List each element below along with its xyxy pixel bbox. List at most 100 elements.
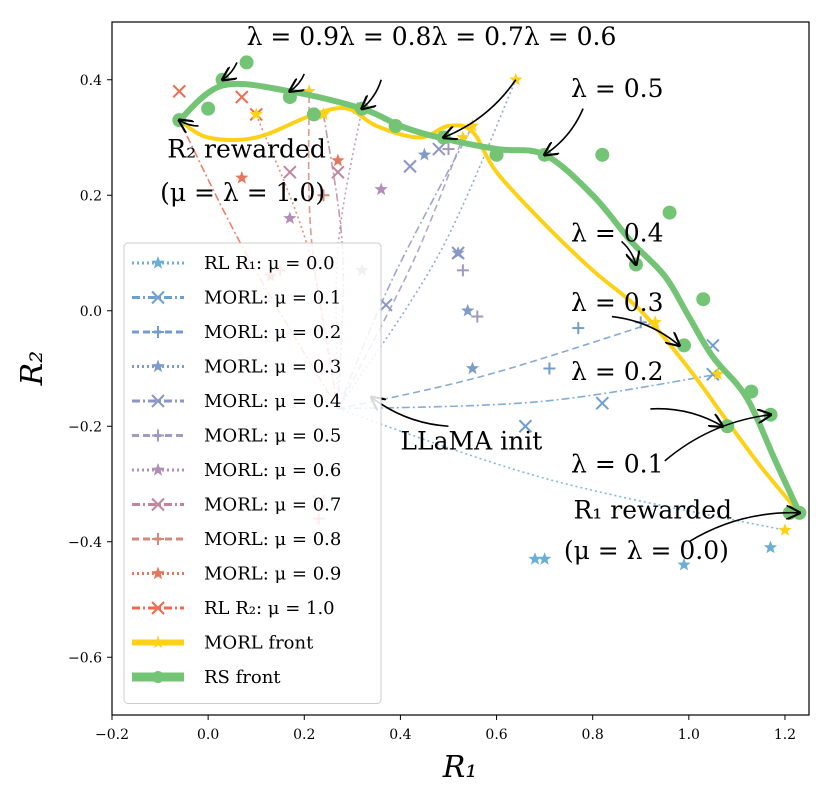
x-tick-label: 0.4 [389, 727, 411, 743]
rs-front-point [388, 118, 403, 133]
series-7-point [283, 165, 297, 179]
annotation-text: (μ = λ = 0.0) [564, 536, 729, 565]
legend-swatch-marker [151, 497, 165, 512]
series-9-point [235, 170, 249, 184]
series-10-point [172, 84, 187, 99]
rs-front-point [744, 384, 759, 399]
x-tick-label: 0.2 [293, 727, 315, 743]
annotation-text: R₁ rewarded [573, 496, 732, 525]
annotation-text: λ = 0.9λ = 0.8λ = 0.7λ = 0.6 [247, 22, 617, 51]
y-tick-label: −0.6 [68, 650, 102, 666]
legend-label: RL R₁: μ = 0.0 [204, 253, 335, 274]
y-tick-label: 0.0 [80, 304, 102, 320]
series-5-point [471, 310, 484, 323]
series-7-point-stroke-b [331, 165, 345, 179]
legend-entry: MORL: μ = 0.7 [132, 495, 341, 516]
series-6-point [283, 211, 297, 224]
legend-entry: MORL: μ = 0.6 [132, 460, 341, 481]
plot-frame [111, 21, 810, 716]
annotation-arrow [362, 79, 382, 109]
series-4-point-stroke-b [451, 246, 465, 260]
y-axis-label: R₂ [15, 351, 50, 387]
series-7-point [331, 165, 345, 179]
legend-entry: MORL: μ = 0.9 [132, 564, 341, 585]
series-7-point-stroke-b [283, 165, 297, 179]
legend-swatch-marker [152, 429, 164, 442]
legend-entry: RS front [132, 667, 281, 688]
x-tick-label: 1.0 [678, 727, 700, 743]
series-line-1 [337, 373, 718, 410]
legend-entry: MORL front [132, 633, 314, 654]
legend-swatch-marker [151, 566, 165, 580]
legend-entry: MORL: μ = 0.2 [132, 322, 341, 343]
legend-entry: MORL: μ = 0.3 [132, 357, 341, 378]
series-5-point [442, 143, 455, 156]
x-tick-label: −0.2 [95, 727, 129, 743]
series-10-point-stroke-b [172, 84, 187, 99]
legend-swatch-marker-stroke-b [151, 497, 165, 512]
legend-entry: MORL: μ = 0.8 [132, 529, 341, 550]
legend-label: MORL: μ = 0.1 [204, 288, 341, 309]
legend-label: MORL: μ = 0.8 [204, 529, 341, 550]
annotation-arrow [290, 73, 306, 91]
legend-entry: RL R₁: μ = 0.0 [132, 253, 335, 274]
legend-label: MORL: μ = 0.7 [204, 495, 341, 516]
annotation-arrow [688, 513, 800, 543]
y-tick-label: 0.4 [80, 73, 102, 89]
legend-entry: MORL: μ = 0.1 [132, 288, 341, 309]
rs-front-point [282, 90, 297, 105]
axis-ticks: −0.2 0.0 0.2 0.4 0.6 0.8 1.0 1.2 −0.6 −0.4 −0.2 0.0… [68, 73, 796, 743]
legend-label: MORL: μ = 0.6 [204, 460, 341, 481]
series-4-point [403, 159, 417, 174]
annotation-text: LLaMA init [400, 426, 542, 455]
series-1-point-stroke-b [595, 396, 610, 410]
x-tick-label: 0.6 [485, 727, 507, 743]
annotation-text: λ = 0.3 [571, 288, 663, 317]
series-0-point [763, 540, 778, 554]
x-tick-label: 1.2 [774, 727, 796, 743]
legend-entry: RL R₂: μ = 1.0 [132, 598, 335, 619]
y-tick-label: −0.2 [68, 419, 102, 435]
rs-front-line [177, 80, 803, 515]
series-1-point-stroke-b [518, 419, 533, 433]
series-9-point [331, 153, 345, 167]
legend-swatch-marker [151, 394, 165, 408]
series-5-point [456, 264, 469, 277]
annotation-arrow [664, 415, 771, 462]
morl-front-line [178, 106, 801, 515]
y-tick-label: 0.2 [80, 188, 102, 204]
annotation-text: (μ = λ = 1.0) [160, 178, 325, 207]
series-0-point [677, 557, 691, 571]
morl-front-point [778, 523, 792, 536]
legend-swatch-marker [151, 463, 165, 476]
legend-swatch-marker-stroke-b [151, 394, 165, 408]
legend: RL R₁: μ = 0.0 MORL: μ = 0.1 MORL: μ = 0.2… [123, 242, 382, 704]
annotation-text: λ = 0.2 [571, 357, 663, 386]
morl-front-point [249, 107, 263, 121]
series-4-point [432, 142, 446, 156]
rs-front-point [436, 130, 451, 145]
y-tick-label: −0.4 [68, 535, 102, 551]
series-2-point [572, 322, 585, 335]
legend-label: MORL: μ = 0.9 [204, 564, 341, 585]
morl-front-point [316, 107, 331, 121]
rs-front-point [696, 292, 711, 307]
legend-label: RL R₂: μ = 1.0 [204, 598, 335, 619]
rs-front-point [201, 101, 216, 116]
legend-swatch-marker [152, 326, 164, 338]
annotation-arrow [611, 315, 679, 346]
legend-swatch-marker [151, 256, 165, 269]
rs-front-point [595, 147, 610, 162]
legend-swatch-marker [151, 601, 165, 615]
series-0-point [538, 552, 552, 565]
annotation-arrow [444, 79, 517, 138]
morl-front-point [711, 367, 725, 380]
series-line-3 [337, 79, 517, 410]
series-2-point [543, 362, 556, 375]
series-4-point-stroke-b [432, 142, 446, 156]
rs-front-point [489, 147, 504, 162]
rs-front-point [306, 107, 321, 122]
legend-swatch-marker-stroke-b [151, 290, 165, 305]
annotation-arrow [621, 240, 636, 264]
